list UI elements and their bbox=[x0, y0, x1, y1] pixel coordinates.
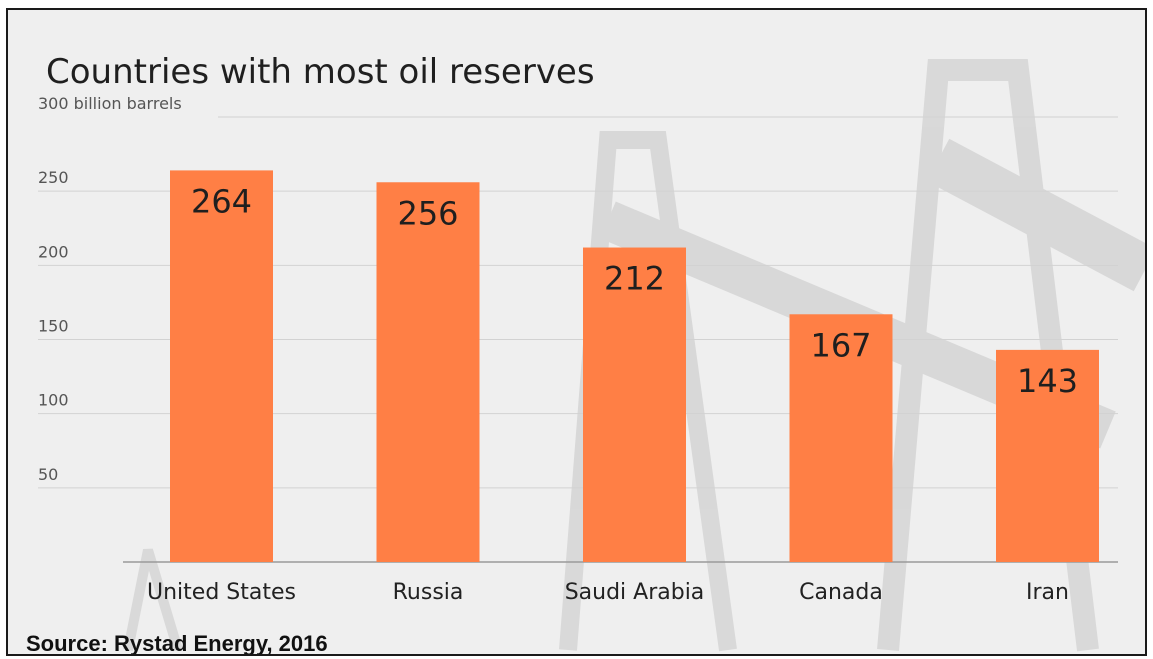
bar bbox=[583, 247, 686, 563]
category-label: Canada bbox=[799, 580, 883, 605]
y-tick-label: 150 bbox=[38, 317, 69, 336]
y-tick-label: 200 bbox=[38, 242, 69, 261]
chart-title: Countries with most oil reserves bbox=[46, 52, 595, 92]
y-tick-label: 50 bbox=[38, 465, 58, 484]
source-note: Source: Rystad Energy, 2016 bbox=[26, 631, 328, 654]
bar-value-label: 167 bbox=[810, 326, 871, 364]
bar-value-label: 143 bbox=[1017, 362, 1078, 400]
category-label: United States bbox=[147, 580, 296, 605]
category-label: Saudi Arabia bbox=[565, 580, 705, 605]
category-label: Iran bbox=[1026, 580, 1069, 605]
y-tick-label: 100 bbox=[38, 391, 69, 410]
y-tick-label: 250 bbox=[38, 168, 69, 187]
bar bbox=[376, 182, 480, 562]
bar-value-label: 256 bbox=[397, 194, 458, 232]
bar bbox=[996, 349, 1099, 562]
chart-frame: Countries with most oil reserves 50 100 15… bbox=[6, 8, 1147, 656]
bar-value-label: 264 bbox=[191, 182, 252, 220]
bar bbox=[789, 314, 893, 562]
bar bbox=[170, 170, 273, 562]
bar-value-label: 212 bbox=[604, 260, 665, 298]
y-tick-label: 300 billion barrels bbox=[38, 94, 182, 113]
category-label: Russia bbox=[393, 580, 464, 605]
bar-chart: Countries with most oil reserves 50 100 15… bbox=[26, 52, 1145, 654]
